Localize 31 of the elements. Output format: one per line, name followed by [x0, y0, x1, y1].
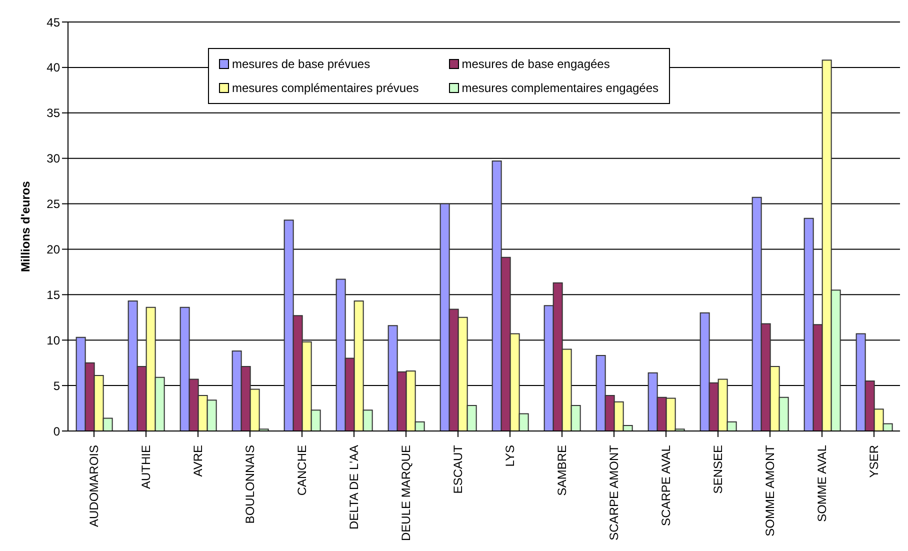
x-tick-label: SCARPE AMONT [607, 444, 621, 540]
x-tick-label: SCARPE AVAL [659, 444, 673, 526]
legend-label: mesures de base prévues [232, 57, 370, 71]
x-tick-label: LYS [503, 445, 517, 467]
y-tick-label: 0 [53, 424, 60, 438]
x-tick-label: AUTHIE [139, 445, 153, 490]
y-tick-label: 25 [46, 197, 60, 212]
x-tick-label: DEULE MARQUE [399, 445, 413, 542]
y-tick-label: 45 [46, 15, 60, 30]
x-tick-label: SOMME AMONT [763, 444, 777, 536]
x-tick-label: DELTA DE L'AA [347, 445, 361, 530]
y-tick-label: 15 [46, 288, 60, 302]
legend-label: mesures complémentaires prévues [232, 81, 419, 95]
x-tick-label: BOULONNAIS [243, 445, 257, 524]
y-tick-label: 20 [46, 242, 60, 256]
x-tick-label: AVRE [191, 445, 205, 477]
y-tick-label: 5 [53, 378, 60, 393]
y-tick-label: 40 [46, 60, 60, 75]
legend-label: mesures de base engagées [462, 57, 610, 71]
x-tick-label: SOMME AVAL [815, 444, 829, 522]
y-tick-label: 35 [46, 106, 60, 120]
x-tick-label: CANCHE [295, 445, 309, 496]
x-tick-label: SAMBRE [555, 445, 569, 496]
y-tick-label: 30 [46, 152, 60, 166]
x-tick-label: YSER [867, 444, 881, 478]
y-tick-label: 10 [46, 333, 60, 348]
legend-label: mesures complementaires engagées [462, 81, 659, 95]
x-tick-label: ESCAUT [451, 444, 465, 494]
x-tick-label: SENSEE [711, 445, 725, 494]
y-axis-title: Millions d'euros [18, 180, 32, 272]
x-tick-label: AUDOMAROIS [87, 445, 101, 528]
